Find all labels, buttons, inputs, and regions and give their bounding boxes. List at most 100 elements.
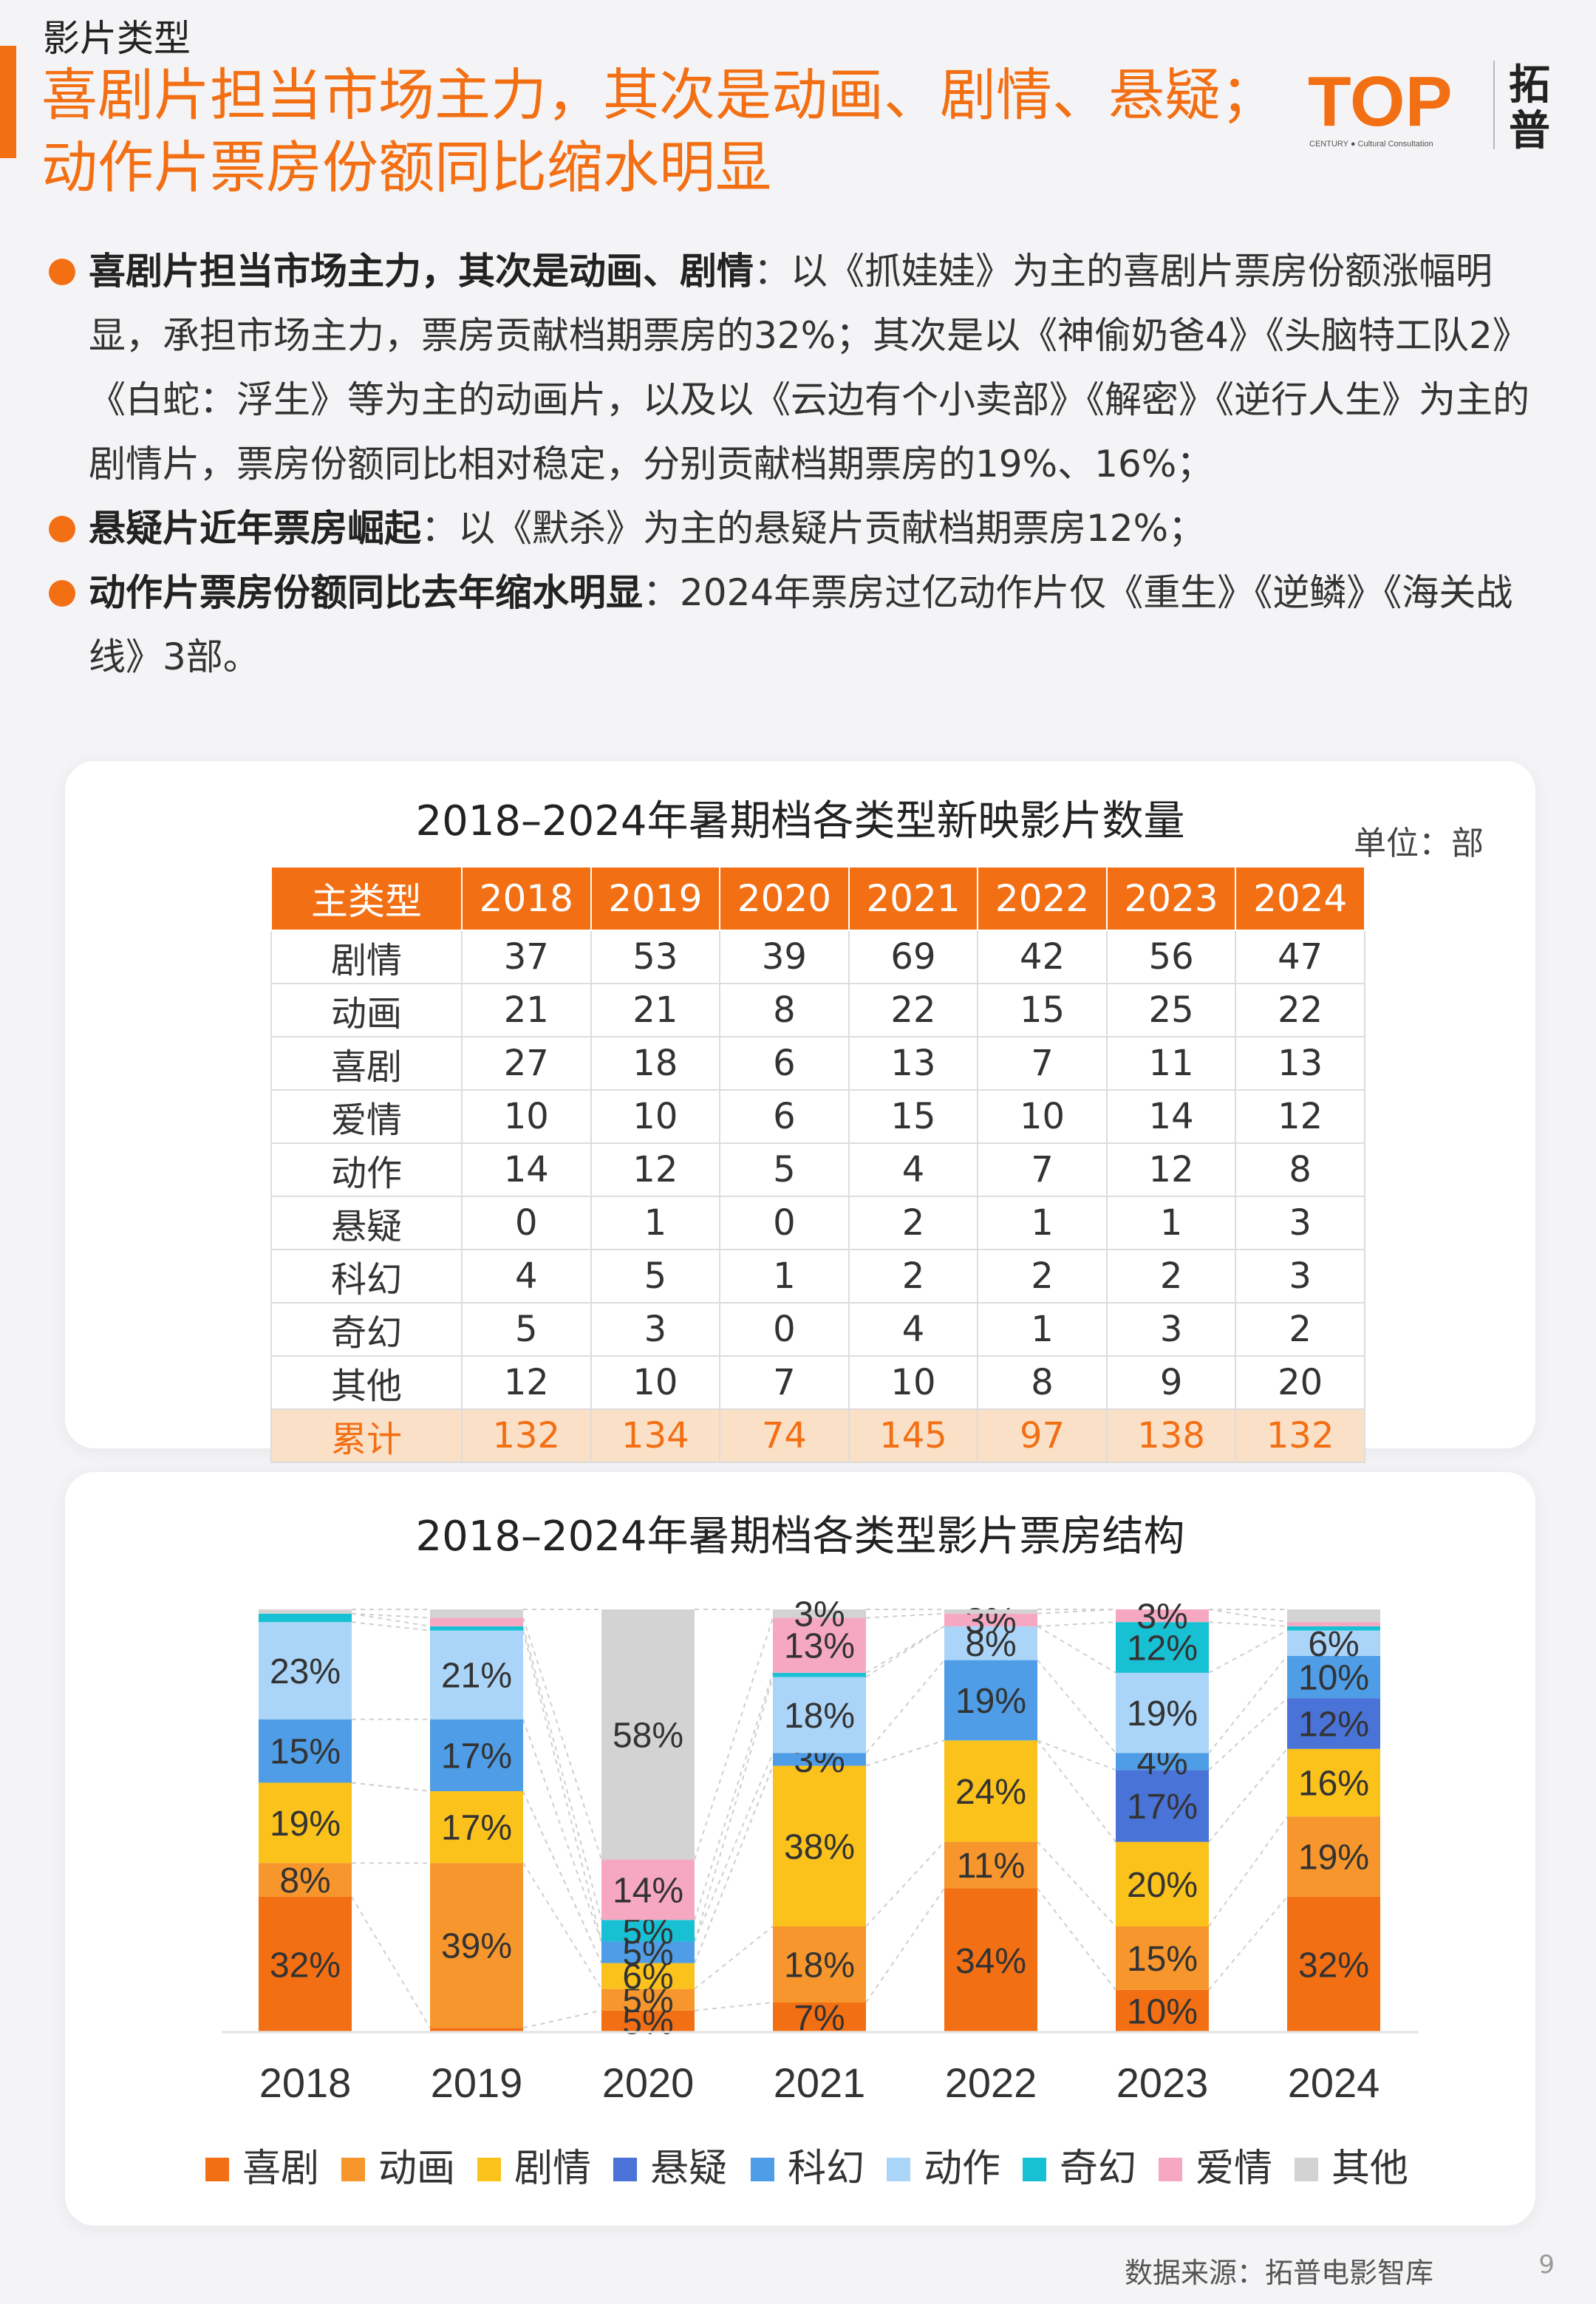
bar-segment-爱情 [773, 1618, 866, 1673]
segment-label: 19% [1298, 1838, 1369, 1878]
bar-segment-科幻 [259, 1719, 352, 1783]
film-count-card: 2018–2024年暑期档各类型新映影片数量 单位：部 主类型 2018 2019 2… [65, 761, 1535, 1463]
bar-segment-剧情 [773, 1765, 866, 1926]
table-cell: 20 [1235, 1355, 1365, 1410]
total-label: 累计 [270, 1408, 463, 1463]
bar-segment-喜剧 [259, 1896, 352, 2032]
segment-label: 18% [784, 1697, 855, 1736]
segment-label: 38% [784, 1827, 855, 1867]
table-cell: 1 [590, 1196, 721, 1250]
total-cell: 74 [719, 1408, 850, 1463]
table-cell: 25 [1105, 983, 1237, 1037]
connector-line [1037, 1739, 1116, 1843]
bar-segment-喜剧 [944, 1888, 1037, 2032]
table-cell: 37 [461, 930, 592, 984]
top-logo: TOP CENTURY ● Cultural Consultation 拓 普 [1308, 61, 1550, 155]
table-cell: 21 [590, 983, 721, 1037]
connector-line [1208, 1621, 1288, 1627]
table-unit: 单位：部 [1354, 825, 1484, 862]
table-cell: 3 [1105, 1302, 1237, 1357]
connector-line [1208, 1655, 1288, 1754]
x-tick-label: 2018 [259, 2059, 352, 2106]
bullet-bold: 喜剧片担当市场主力，其次是动画、剧情 [89, 250, 754, 293]
bullet-bold: 悬疑片近年票房崛起 [89, 507, 421, 550]
table-header-year: 2020 [719, 866, 850, 931]
table-cell: 3 [1235, 1249, 1365, 1303]
table-cell: 47 [1235, 930, 1365, 984]
legend-label: 剧情 [514, 2147, 591, 2191]
bar-segment-动作 [430, 1630, 523, 1720]
row-genre: 爱情 [270, 1089, 463, 1144]
table-cell: 3 [590, 1302, 721, 1357]
connector-line [522, 1719, 602, 1942]
connector-line [1037, 1621, 1116, 1627]
table-cell: 53 [590, 930, 721, 984]
x-tick-label: 2024 [1288, 2059, 1380, 2106]
logo-main-text: TOP [1308, 62, 1453, 141]
section-label: 影片类型 [43, 17, 191, 60]
segment-label: 14% [613, 1871, 683, 1910]
legend-label: 悬疑 [650, 2147, 727, 2191]
legend-label: 奇幻 [1060, 2147, 1136, 2191]
table-cell: 69 [848, 930, 979, 984]
segment-label: 11% [957, 1847, 1026, 1886]
table-cell: 22 [1235, 983, 1365, 1037]
table-header-year: 2022 [977, 866, 1108, 931]
segment-label: 20% [1127, 1866, 1198, 1905]
connector-line [865, 1612, 945, 1619]
row-genre: 科幻 [270, 1249, 463, 1303]
table-header-row: 主类型 2018 2019 2020 2021 2022 2023 2024 [270, 866, 1365, 931]
connector-line [865, 1626, 945, 1678]
connector-line [351, 1612, 431, 1627]
connector-line [694, 1677, 774, 1942]
legend-swatch [1159, 2158, 1182, 2181]
connector-line [522, 2009, 602, 2029]
table-header-year: 2024 [1235, 866, 1365, 931]
row-genre: 动作 [270, 1142, 463, 1197]
segment-label: 23% [270, 1652, 341, 1691]
bar-segment-动画 [259, 1863, 352, 1897]
bar-segment-奇幻 [1287, 1626, 1380, 1631]
legend-swatch [887, 2158, 910, 2181]
table-cell: 1 [1105, 1196, 1237, 1250]
accent-bar [0, 46, 16, 158]
x-tick-label: 2020 [602, 2059, 695, 2106]
bar-segment-奇幻 [259, 1613, 352, 1623]
bar-segment-动作 [1287, 1630, 1380, 1656]
bar-segment-喜剧 [430, 2028, 523, 2032]
table-row: 科幻 4 5 1 2 2 2 3 [270, 1249, 1365, 1303]
table-cell: 15 [848, 1089, 979, 1144]
bar-segment-悬疑 [1116, 1770, 1209, 1842]
film-count-table: 主类型 2018 2019 2020 2021 2022 2023 2024 剧情 37 53 39… [270, 866, 1365, 1463]
bar-segment-奇幻 [1116, 1622, 1209, 1673]
table-header-year: 2018 [461, 866, 592, 931]
total-cell: 134 [590, 1408, 721, 1463]
connector-line [1208, 1697, 1288, 1771]
connector-line [351, 1612, 431, 1619]
table-cell: 2 [848, 1196, 979, 1250]
bar-segment-动作 [773, 1677, 866, 1753]
connector-line [1208, 1748, 1288, 1843]
segment-label: 17% [441, 1736, 512, 1776]
bar-segment-剧情 [259, 1782, 352, 1864]
total-cell: 97 [977, 1408, 1108, 1463]
bar-segment-其他 [1287, 1609, 1380, 1623]
bar-segment-爱情 [944, 1613, 1037, 1626]
bar-segment-爱情 [430, 1618, 523, 1626]
row-genre: 动画 [270, 983, 463, 1037]
table-cell: 2 [1105, 1249, 1237, 1303]
legend-label: 科幻 [788, 2147, 864, 2191]
table-cell: 0 [719, 1302, 850, 1357]
table-cell: 10 [848, 1355, 979, 1410]
table-cell: 15 [977, 983, 1108, 1037]
segment-label: 58% [613, 1716, 683, 1755]
connector-line [865, 1626, 945, 1674]
bar-segment-动画 [601, 1988, 695, 2011]
bar-segment-科幻 [430, 1719, 523, 1791]
table-cell: 0 [461, 1196, 592, 1250]
connector-line [694, 1765, 774, 1963]
table-cell: 39 [719, 930, 850, 984]
table-row: 动画 21 21 8 22 15 25 22 [270, 983, 1365, 1037]
segment-label: 3% [965, 1601, 1016, 1640]
